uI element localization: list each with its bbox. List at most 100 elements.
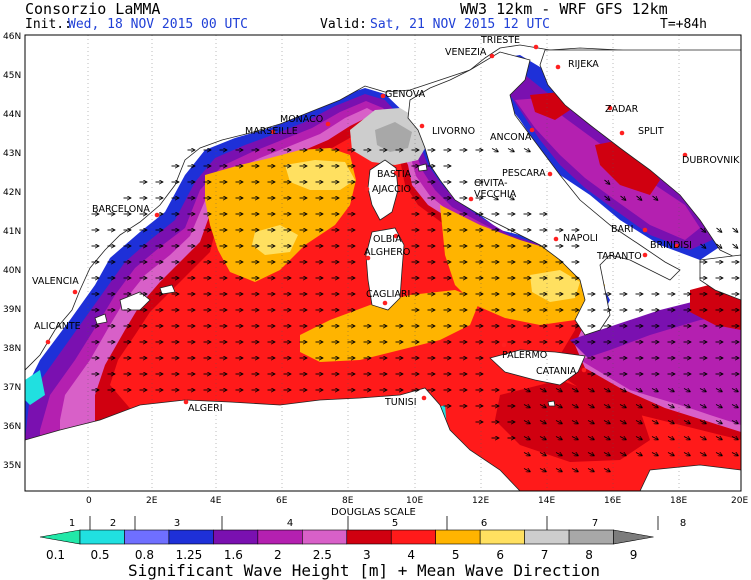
wave-arrow: [539, 421, 546, 424]
wave-arrow: [651, 453, 658, 456]
wave-arrow: [571, 405, 578, 408]
city-label-zadar: ZADAR: [605, 104, 639, 115]
douglas-value: 3: [174, 518, 180, 529]
colorbar-swatch: [168, 529, 214, 545]
lon-label: 8E: [342, 496, 354, 506]
wave-arrow: [667, 405, 674, 408]
wave-arrow: [523, 469, 530, 472]
douglas-value: 6: [481, 518, 487, 529]
wave-arrow: [539, 405, 546, 408]
wave-arrow: [587, 421, 594, 424]
sea-adriatic-red2: [595, 140, 660, 195]
org-title: Consorzio LaMMA: [25, 0, 161, 18]
height-value: 0.1: [46, 548, 65, 562]
lon-label: 20E: [731, 496, 748, 506]
height-value: 7: [541, 548, 549, 562]
land-elba: [417, 163, 428, 172]
wave-arrow: [555, 421, 562, 424]
wave-arrow: [619, 389, 626, 392]
land-ibiza: [94, 313, 108, 325]
wave-arrow: [683, 437, 690, 440]
city-label-napoli: NAPOLI: [563, 233, 598, 244]
height-value: 2.5: [313, 548, 332, 562]
land-corsica: [367, 159, 399, 221]
height-value: 9: [630, 548, 638, 562]
city-label-barcelona: BARCELONA: [92, 204, 150, 215]
lat-label: 35N: [3, 461, 21, 471]
height-value: 6: [496, 548, 504, 562]
city-label-livorno: LIVORNO: [432, 126, 475, 137]
city-label-venezia: VENEZIA: [445, 47, 487, 58]
wave-arrow: [571, 389, 578, 392]
wave-arrow: [635, 437, 642, 440]
city-label-ajaccio: AJACCIO: [372, 184, 411, 195]
lon-label: 4E: [210, 496, 222, 506]
wave-arrow: [651, 421, 658, 424]
lat-label: 38N: [3, 344, 21, 354]
colorbar-swatch: [79, 529, 125, 545]
city-label-cagliari: CAGLIARI: [366, 289, 410, 300]
land-malta: [547, 400, 556, 407]
city-label-genova: GENOVA: [385, 89, 426, 100]
sea-ionian-magenta: [580, 315, 741, 420]
colorbar-swatch: [346, 529, 392, 545]
land-mallorca: [119, 291, 151, 311]
wave-arrow: [731, 389, 738, 392]
wave-arrow: [555, 437, 562, 440]
city-label-alghero: ALGHERO: [364, 247, 410, 258]
land-sicily: [489, 349, 586, 386]
lon-label: 6E: [276, 496, 288, 506]
lat-label: 43N: [3, 149, 21, 159]
wave-arrow: [507, 149, 514, 152]
wave-arrow: [523, 389, 530, 392]
graticule: [87, 35, 680, 491]
lon-label: 2E: [146, 496, 158, 506]
sea-grey-dark: [375, 122, 412, 152]
wave-arrow: [683, 405, 690, 408]
sea-cyan-alicante: [25, 370, 45, 405]
city-label-rijeka: RIJEKA: [568, 59, 599, 70]
wave-arrow: [700, 243, 706, 248]
wave-arrow: [539, 469, 546, 472]
wave-arrow: [604, 195, 610, 200]
colorbar: DOUGLAS SCALE 1 2 3 4 5 6 7 8 0.1 0.5 0.8 1.25 1.6 2…: [39, 507, 686, 580]
wave-arrow: [715, 421, 722, 424]
city-dots: [45, 44, 688, 405]
douglas-value: 1: [69, 518, 75, 529]
lat-label: 40N: [3, 266, 21, 276]
city-label-civita: CIVITA-: [474, 178, 508, 189]
wave-arrow: [716, 243, 722, 248]
wave-arrow: [523, 453, 530, 456]
colorbar-swatch: [568, 529, 614, 545]
wave-arrow: [731, 405, 738, 408]
city-label-palermo: PALERMO: [502, 350, 547, 361]
wave-arrow: [491, 149, 498, 152]
colorbar-swatch: [213, 529, 259, 545]
colorbar-swatch: [390, 529, 436, 545]
wave-arrow: [555, 453, 562, 456]
land-balkans: [539, 49, 741, 261]
wave-arrow: [619, 421, 626, 424]
city-label-brindisi: BRINDISI: [650, 240, 692, 251]
wave-arrow: [555, 405, 562, 408]
wave-arrow: [539, 453, 546, 456]
wave-arrow: [571, 453, 578, 456]
wave-arrow: [715, 389, 722, 392]
city-label-taranto: TARANTO: [596, 251, 642, 262]
wave-arrow: [716, 227, 722, 232]
colorbar-swatch: [479, 529, 525, 545]
height-value: 8: [585, 548, 593, 562]
wave-arrow: [667, 453, 674, 456]
lon-labels: 0 2E 4E 6E 8E 10E 12E 14E 16E 18E 20E: [86, 496, 748, 506]
wave-arrow: [603, 421, 610, 424]
wave-arrow: [587, 437, 594, 440]
wave-arrow: [667, 421, 674, 424]
lat-label: 46N: [3, 32, 21, 42]
lat-label: 42N: [3, 188, 21, 198]
wave-arrow: [523, 421, 530, 424]
city-label-ancona: ANCONA: [490, 132, 532, 143]
wave-arrow: [603, 389, 610, 392]
lat-label: 37N: [3, 383, 21, 393]
wave-arrow: [715, 405, 722, 408]
